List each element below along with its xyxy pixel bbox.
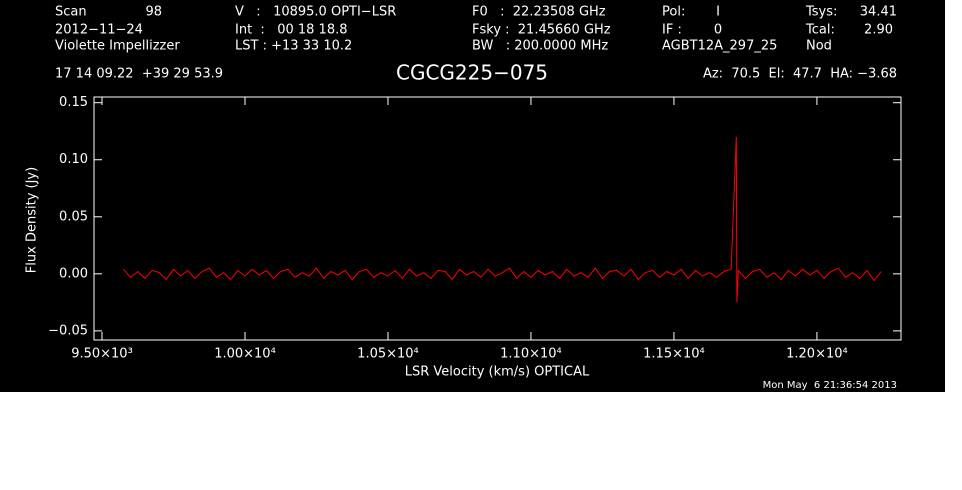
x-axis-label: LSR Velocity (km/s) OPTICAL — [405, 365, 590, 380]
annotation: LST : +13 33 10.2 — [235, 39, 352, 54]
annotation: AGBT12A_297_25 — [662, 39, 777, 54]
y-tick-label: 0.00 — [59, 266, 88, 281]
annotation: Pol: — [662, 5, 685, 20]
annotation: 0 — [714, 23, 722, 38]
annotation: 98 — [145, 5, 162, 20]
annotation: Tcal: — [805, 23, 835, 38]
x-tick-label: 1.20×10⁴ — [786, 347, 848, 362]
annotation: Fsky : 21.45660 GHz — [472, 23, 611, 38]
background — [0, 0, 945, 392]
annotation: Az: 70.5 El: 47.7 HA: −3.68 — [703, 67, 897, 82]
y-tick-label: 0.10 — [59, 152, 88, 167]
x-tick-label: 1.00×10⁴ — [214, 347, 276, 362]
y-axis-label: Flux Density (Jy) — [25, 167, 40, 273]
annotation: I — [716, 5, 720, 20]
y-tick-label: 0.15 — [59, 95, 88, 110]
annotation: 17 14 09.22 +39 29 53.9 — [55, 67, 223, 82]
annotation: F0 : 22.23508 GHz — [472, 5, 606, 20]
annotation: IF : — [662, 23, 682, 38]
chart-title: CGCG225−075 — [396, 61, 548, 85]
annotation: 34.41 — [860, 5, 897, 20]
x-tick-label: 9.50×10³ — [71, 347, 133, 362]
x-tick-label: 1.05×10⁴ — [357, 347, 419, 362]
y-tick-label: −0.05 — [48, 323, 88, 338]
spectrum-line — [123, 136, 882, 303]
annotation: Tsys: — [805, 5, 837, 20]
annotation: 2.90 — [864, 23, 893, 38]
annotation: Mon May 6 21:36:54 2013 — [763, 380, 897, 391]
annotation: Int : 00 18 18.8 — [235, 23, 348, 38]
annotation: BW : 200.0000 MHz — [472, 39, 608, 54]
annotation: Nod — [806, 39, 832, 54]
annotation: Scan — [55, 5, 87, 20]
plot-frame — [93, 96, 902, 341]
y-tick-label: 0.05 — [59, 209, 88, 224]
x-tick-label: 1.15×10⁴ — [643, 347, 705, 362]
annotation: Violette Impellizzer — [55, 39, 180, 54]
annotation: 2012−11−24 — [55, 23, 143, 38]
annotation: V : 10895.0 OPTI−LSR — [235, 5, 396, 20]
x-tick-label: 1.10×10⁴ — [500, 347, 562, 362]
